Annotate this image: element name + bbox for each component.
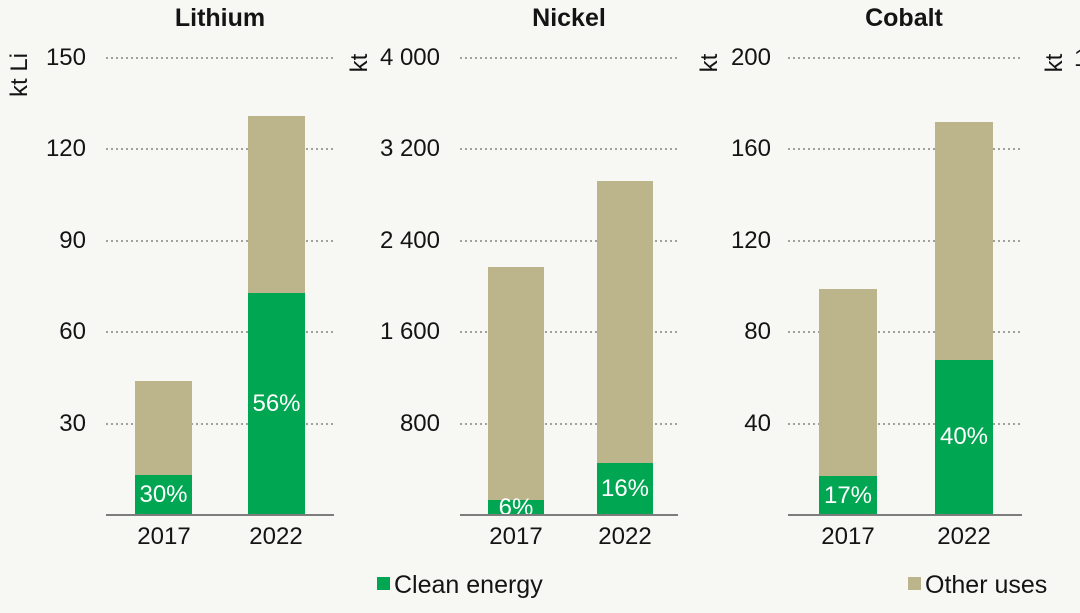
x-tick-label: 2017 bbox=[489, 523, 543, 550]
legend-label-clean-energy: Clean energy bbox=[394, 571, 543, 599]
x-tick-label: 2017 bbox=[821, 523, 875, 550]
gridline bbox=[106, 240, 334, 242]
bar-nickel-2022: 16% bbox=[597, 180, 653, 515]
clean-energy-segment: 40% bbox=[935, 359, 993, 515]
y-tick-label: 40 bbox=[744, 410, 771, 437]
y-tick-label: 150 bbox=[45, 44, 86, 71]
other-uses-segment bbox=[935, 122, 993, 360]
y-tick-label: 1 600 bbox=[379, 318, 440, 345]
gridline bbox=[788, 423, 1022, 425]
bar-lithium-2017: 30% bbox=[135, 381, 192, 515]
y-tick-label: 120 bbox=[45, 135, 86, 162]
bar-nickel-2017: 6% bbox=[488, 267, 544, 520]
gridline bbox=[106, 331, 334, 333]
y-axis-unit-label-lithium: kt Li bbox=[6, 53, 33, 98]
x-axis-line bbox=[106, 514, 334, 516]
x-tick-label: 2022 bbox=[598, 523, 652, 550]
gridline bbox=[106, 57, 334, 59]
gridline bbox=[788, 240, 1022, 242]
other-uses-segment bbox=[248, 115, 305, 293]
x-tick-label: 2022 bbox=[937, 523, 991, 550]
y-tick-label: 80 bbox=[744, 318, 771, 345]
y-tick-label: 120 bbox=[730, 227, 771, 254]
plot-area-cobalt: 17% 40% bbox=[788, 57, 1022, 516]
clean-share-label: 17% bbox=[823, 481, 873, 509]
y-tick-label: 30 bbox=[59, 410, 86, 437]
clean-energy-segment: 6% bbox=[488, 494, 544, 520]
x-axis-line bbox=[460, 514, 678, 516]
gridline bbox=[460, 331, 678, 333]
y-axis-unit-label-partial: kt bbox=[1041, 53, 1068, 73]
other-uses-swatch-icon bbox=[908, 577, 921, 590]
gridline bbox=[106, 423, 334, 425]
gridline bbox=[460, 423, 678, 425]
clean-share-label: 16% bbox=[600, 475, 650, 502]
clean-share-label: 6% bbox=[498, 493, 534, 521]
y-tick-label: 90 bbox=[59, 227, 86, 254]
x-tick-label: 2022 bbox=[249, 523, 303, 550]
bar-cobalt-2022: 40% bbox=[935, 122, 993, 515]
y-tick-label: 4 000 bbox=[379, 44, 440, 71]
clean-energy-segment: 30% bbox=[135, 475, 192, 515]
gridline bbox=[788, 57, 1022, 59]
y-tick-label: 800 bbox=[399, 410, 440, 437]
bar-cobalt-2017: 17% bbox=[819, 288, 877, 515]
y-tick-label: 60 bbox=[59, 318, 86, 345]
gridline bbox=[788, 331, 1022, 333]
y-tick-label: 160 bbox=[730, 135, 771, 162]
clean-share-label: 40% bbox=[939, 423, 989, 451]
gridline bbox=[788, 148, 1022, 150]
gridline bbox=[106, 148, 334, 150]
chart-title-nickel: Nickel bbox=[532, 4, 606, 32]
clean-energy-segment: 16% bbox=[597, 463, 653, 515]
x-axis-line bbox=[788, 514, 1022, 516]
other-uses-segment bbox=[488, 267, 544, 501]
plot-area-nickel: 6% 16% bbox=[460, 57, 678, 520]
gridline bbox=[460, 240, 678, 242]
x-tick-label: 2017 bbox=[137, 523, 191, 550]
other-uses-segment bbox=[597, 180, 653, 463]
chart-title-cobalt: Cobalt bbox=[865, 4, 943, 32]
y-tick-label: 3 200 bbox=[379, 135, 440, 162]
other-uses-segment bbox=[135, 381, 192, 476]
other-uses-segment bbox=[819, 288, 877, 477]
plot-area-lithium: 30% 56% bbox=[106, 57, 334, 516]
clean-energy-segment: 56% bbox=[248, 292, 305, 515]
legend-label-other-uses: Other uses bbox=[925, 571, 1048, 599]
clean-energy-segment: 17% bbox=[819, 476, 877, 515]
bar-lithium-2022: 56% bbox=[248, 115, 305, 515]
clean-energy-swatch-icon bbox=[377, 577, 390, 590]
gridline bbox=[460, 148, 678, 150]
y-tick-label-partial: 1 bbox=[1074, 46, 1080, 72]
chart-title-lithium: Lithium bbox=[174, 4, 266, 32]
gridline bbox=[460, 57, 678, 59]
clean-share-label: 56% bbox=[252, 389, 301, 417]
y-tick-label: 200 bbox=[730, 44, 771, 71]
clean-share-label: 30% bbox=[139, 481, 188, 509]
y-tick-label: 2 400 bbox=[379, 227, 440, 254]
